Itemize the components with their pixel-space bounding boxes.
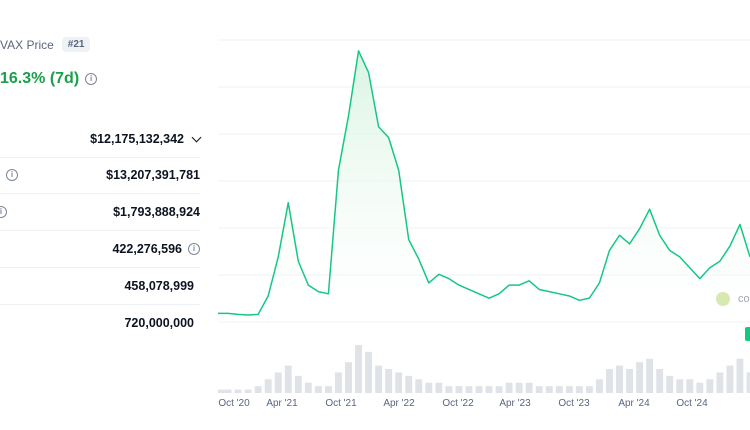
stat-value: 422,276,596	[112, 242, 182, 256]
volume-bar	[395, 372, 403, 393]
volume-bar	[656, 369, 664, 393]
info-icon[interactable]: i	[85, 73, 98, 85]
volume-bar	[565, 386, 573, 393]
info-icon[interactable]: i	[188, 243, 200, 255]
x-tick-label: Oct '23	[558, 398, 590, 409]
volume-bar	[324, 386, 332, 393]
volume-bar	[555, 386, 563, 393]
volume-bar	[284, 365, 292, 393]
volume-bar	[616, 365, 623, 393]
volume-bar	[666, 375, 674, 393]
volume-bar	[595, 379, 603, 393]
price-area	[218, 50, 750, 322]
x-axis-labels: Oct '20 Apr '21 Oct '21 Apr '22 Oct '22 Apr '…	[218, 398, 750, 414]
volume-bar	[375, 365, 383, 393]
stat-value: $12,175,132,342	[90, 132, 184, 146]
volume-bar	[445, 386, 453, 393]
stat-row-volume: i $1,793,888,924	[0, 194, 200, 231]
volume-bar	[686, 379, 694, 393]
volume-bar	[345, 362, 352, 393]
volume-bar	[274, 372, 282, 393]
stat-row-circulating-supply: 422,276,596 i	[0, 231, 200, 268]
volume-bar	[385, 369, 393, 393]
volume-bar	[606, 369, 613, 393]
chart-watermark: co	[738, 293, 750, 305]
volume-bar	[545, 386, 553, 393]
stat-value: 720,000,000	[124, 316, 194, 330]
x-tick-label: Apr '21	[266, 398, 298, 409]
x-tick-label: Oct '24	[676, 398, 708, 409]
price-title: VAX Price	[0, 37, 54, 52]
volume-bar	[244, 389, 252, 393]
info-icon[interactable]: i	[0, 206, 7, 218]
price-chart-svg[interactable]	[218, 0, 750, 398]
volume-bar	[234, 389, 242, 393]
rank-badge: #21	[61, 37, 91, 52]
x-tick-label: Oct '22	[442, 398, 474, 409]
volume-bar	[264, 379, 272, 393]
stat-value: $13,207,391,781	[106, 168, 200, 182]
chevron-down-icon[interactable]	[191, 132, 202, 142]
volume-bar	[254, 386, 262, 393]
price-line	[218, 50, 750, 316]
info-icon[interactable]: i	[6, 169, 18, 181]
volume-bar	[646, 358, 654, 393]
volume-bar	[218, 389, 225, 393]
volume-bar	[475, 386, 483, 393]
x-tick-label: Apr '23	[499, 398, 531, 409]
volume-bar	[435, 382, 443, 393]
current-price-marker	[745, 327, 750, 341]
price-change: 16.3% (7d)	[0, 70, 80, 87]
volume-bar	[455, 386, 463, 393]
volume-bar	[314, 386, 322, 393]
x-tick-label: Apr '24	[618, 398, 650, 409]
coin-logo-icon	[716, 292, 730, 306]
x-tick-label: Apr '22	[383, 398, 415, 409]
volume-bar	[365, 351, 373, 393]
price-chart[interactable]: Oct '20 Apr '21 Oct '21 Apr '22 Oct '22 Apr '…	[218, 0, 750, 430]
volume-bar	[505, 382, 513, 393]
volume-bar	[525, 382, 533, 393]
volume-bar	[515, 382, 523, 393]
volume-bar	[716, 372, 724, 393]
volume-bar	[335, 372, 342, 393]
stat-value: $1,793,888,924	[113, 205, 200, 219]
x-tick-label: Oct '21	[325, 398, 357, 409]
volume-bar	[696, 382, 704, 393]
volume-bar	[706, 379, 714, 393]
volume-bar	[626, 369, 633, 393]
volume-bar	[415, 379, 423, 393]
volume-bar	[636, 362, 644, 393]
stat-value: 458,078,999	[124, 279, 194, 293]
volume-bar	[736, 358, 744, 393]
volume-bar	[585, 386, 593, 393]
volume-bar	[726, 365, 734, 393]
stats-panel: VAX Price #21 16.3% (7d) i $12,175,132,3…	[0, 0, 205, 430]
volume-bar	[485, 386, 493, 393]
volume-bar	[746, 372, 750, 393]
volume-bar	[294, 375, 302, 393]
stat-row-market-cap: $12,175,132,342	[0, 121, 202, 158]
volume-bar	[405, 375, 413, 393]
volume-bar	[355, 345, 362, 393]
x-tick-label: Oct '20	[218, 398, 250, 409]
stat-row-total-supply: 458,078,999	[0, 268, 200, 305]
stat-row-max-supply: 720,000,000	[0, 305, 200, 341]
stat-row-fdv: i $13,207,391,781	[0, 157, 200, 194]
volume-bar	[676, 379, 684, 393]
volume-bar	[495, 386, 503, 393]
volume-bar	[465, 386, 473, 393]
volume-bar	[425, 382, 433, 393]
volume-bar	[224, 389, 232, 393]
volume-bar	[575, 386, 583, 393]
price-title-row: VAX Price #21	[0, 37, 91, 52]
price-change-row: 16.3% (7d) i	[0, 70, 98, 88]
volume-bar	[535, 386, 543, 393]
volume-bar	[304, 382, 312, 393]
